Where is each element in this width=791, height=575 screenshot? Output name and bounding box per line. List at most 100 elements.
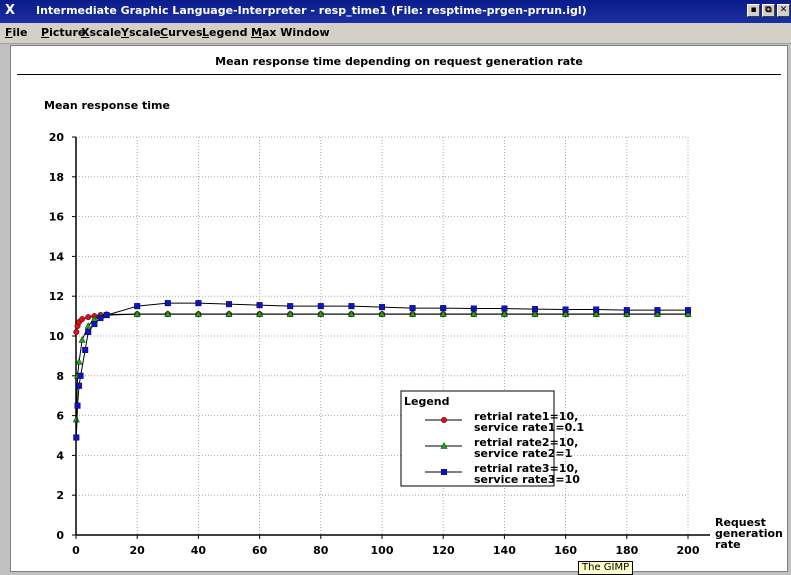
x-tick-label: 100 — [371, 544, 394, 557]
data-point — [134, 303, 141, 310]
gimp-tooltip: The GIMP — [578, 561, 634, 575]
data-point — [225, 310, 233, 317]
data-point — [623, 310, 631, 317]
y-tick-label: 4 — [56, 449, 64, 462]
x-tick-label: 60 — [252, 544, 268, 557]
data-point — [379, 304, 386, 311]
x-tick-label: 0 — [72, 544, 80, 557]
legend-label: retrial rate2=10, — [474, 436, 578, 449]
legend-label: retrial rate3=10, — [474, 462, 578, 475]
x-tick-label: 80 — [313, 544, 329, 557]
data-point — [85, 314, 92, 321]
data-point — [348, 303, 355, 310]
data-point — [440, 442, 448, 449]
data-point — [78, 336, 86, 343]
data-point — [532, 306, 539, 313]
data-point — [256, 302, 263, 309]
data-point — [73, 329, 80, 336]
data-point — [82, 346, 89, 353]
data-point — [76, 382, 83, 389]
legend-label: service rate3=10 — [474, 473, 580, 486]
y-tick-label: 10 — [49, 330, 65, 343]
x-tick-label: 40 — [191, 544, 207, 557]
x-tick-label: 20 — [130, 544, 146, 557]
data-point — [653, 310, 661, 317]
series-2 — [72, 310, 692, 423]
legend-box — [400, 390, 555, 487]
data-point — [439, 310, 447, 317]
legend-label: retrial rate1=10, — [474, 410, 578, 423]
series-3 — [73, 300, 692, 441]
data-point — [256, 310, 264, 317]
maximize-button[interactable]: ⧉ — [762, 4, 775, 17]
data-point — [195, 300, 202, 307]
data-point — [164, 300, 171, 307]
data-point — [85, 329, 92, 336]
window-titlebar[interactable]: X Intermediate Graphic Language-Interpre… — [0, 0, 791, 23]
data-point — [286, 310, 294, 317]
y-axis-label: Mean response time — [44, 99, 170, 112]
data-point — [684, 310, 692, 317]
data-point — [77, 372, 84, 379]
data-point — [317, 303, 324, 310]
x-tick-label: 140 — [493, 544, 516, 557]
data-point — [317, 310, 325, 317]
y-tick-label: 0 — [56, 529, 64, 542]
data-point — [73, 434, 80, 441]
y-tick-label: 2 — [56, 489, 64, 502]
minimize-button[interactable]: ▪ — [747, 4, 760, 17]
x-tick-label: 200 — [677, 544, 700, 557]
data-point — [562, 306, 569, 313]
data-point — [562, 310, 570, 317]
y-tick-label: 20 — [49, 131, 65, 144]
menu-bar: File Picture Xscale Yscale Curves Legend… — [0, 23, 791, 44]
data-point — [441, 417, 448, 424]
data-point — [531, 310, 539, 317]
menu-max-window[interactable]: Max Window — [251, 26, 330, 39]
data-point — [225, 301, 232, 308]
data-point — [347, 310, 355, 317]
data-point — [74, 402, 81, 409]
data-point — [685, 307, 692, 314]
data-point — [133, 310, 141, 317]
chart-header: Mean response time depending on request … — [17, 49, 781, 75]
x-tick-label: 120 — [432, 544, 455, 557]
data-point — [440, 305, 447, 312]
menu-curves[interactable]: Curves — [160, 26, 203, 39]
x-tick-label: 160 — [554, 544, 577, 557]
legend-title: Legend — [404, 395, 450, 408]
menu-picture[interactable]: Picture — [41, 26, 86, 39]
data-point — [623, 307, 630, 314]
chart-title: Mean response time depending on request … — [215, 55, 583, 68]
data-point — [103, 312, 110, 319]
menu-file[interactable]: File — [5, 26, 28, 39]
menu-yscale[interactable]: Yscale — [121, 26, 161, 39]
window-title: Intermediate Graphic Language-Interprete… — [36, 4, 587, 17]
y-tick-label: 16 — [49, 211, 65, 224]
data-point — [470, 310, 478, 317]
data-point — [194, 310, 202, 317]
data-point — [654, 307, 661, 314]
data-point — [441, 469, 448, 476]
data-point — [500, 310, 508, 317]
legend-label: service rate2=1 — [474, 447, 572, 460]
x-window-icon[interactable]: X — [5, 3, 16, 18]
data-point — [287, 303, 294, 310]
data-point — [91, 321, 98, 328]
menu-xscale[interactable]: Xscale — [81, 26, 122, 39]
data-point — [75, 357, 83, 365]
data-point — [79, 316, 86, 323]
y-tick-label: 14 — [49, 250, 65, 263]
close-button[interactable]: ✕ — [777, 4, 790, 17]
data-point — [592, 310, 600, 317]
data-point — [593, 306, 600, 313]
data-point — [97, 315, 104, 322]
data-point — [409, 305, 416, 312]
x-axis-label: rate — [715, 538, 741, 551]
y-tick-label: 6 — [56, 410, 64, 423]
data-point — [470, 305, 477, 312]
legend-label: service rate1=0.1 — [474, 421, 584, 434]
x-tick-label: 180 — [615, 544, 638, 557]
menu-legend[interactable]: Legend — [202, 26, 248, 39]
